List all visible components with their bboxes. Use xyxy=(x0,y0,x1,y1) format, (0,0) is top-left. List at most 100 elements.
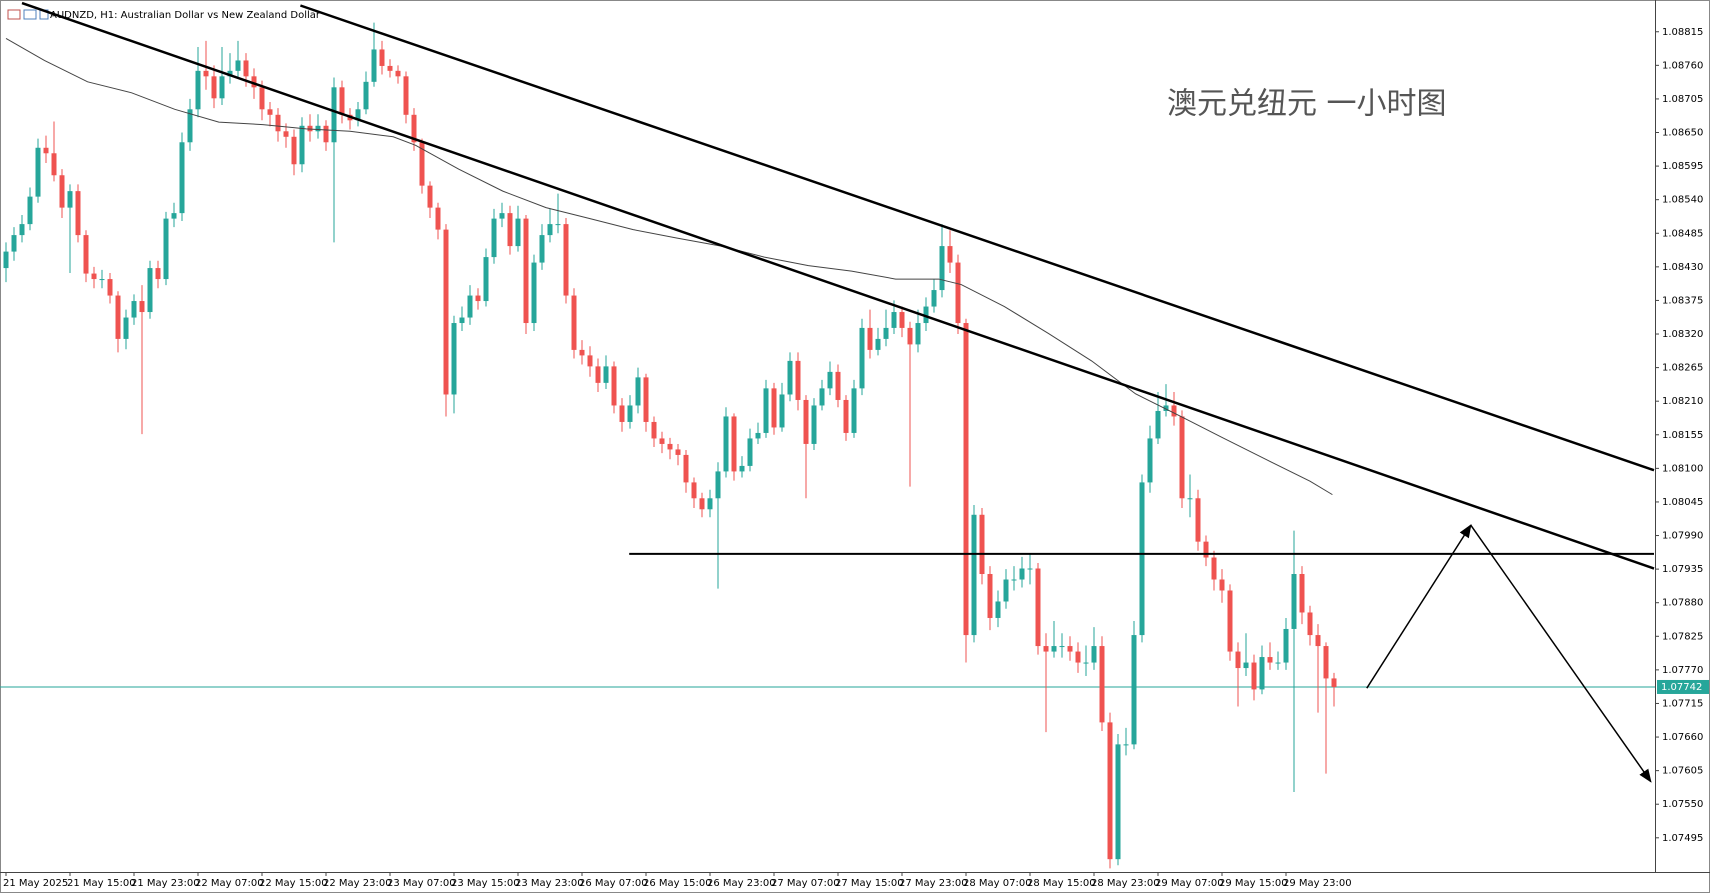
candle-body xyxy=(59,175,65,208)
candle-body xyxy=(363,81,369,110)
candle-body xyxy=(747,438,753,466)
candle-body xyxy=(739,465,745,472)
candle-body xyxy=(1099,646,1105,723)
x-tick-label: 28 May 23:00 xyxy=(1091,878,1160,889)
chart-title: AUDNZD, H1: Australian Dollar vs New Zea… xyxy=(50,10,321,21)
candle-body xyxy=(643,377,649,422)
y-tick-label: 1.08815 xyxy=(1662,27,1703,38)
y-tick-label: 1.08595 xyxy=(1662,161,1703,172)
candle-body xyxy=(803,399,809,444)
candle-body xyxy=(1235,651,1241,669)
candle-body xyxy=(619,405,625,422)
candle-body xyxy=(1059,646,1065,648)
x-tick-label: 29 May 23:00 xyxy=(1283,878,1352,889)
candle-body xyxy=(507,213,513,247)
candle-body xyxy=(851,388,857,433)
candle-body xyxy=(11,235,17,252)
y-tick-label: 1.07550 xyxy=(1662,799,1703,810)
y-tick-label: 1.08375 xyxy=(1662,295,1703,306)
candle-body xyxy=(843,399,849,433)
candle-body xyxy=(1011,579,1017,581)
y-tick-label: 1.07825 xyxy=(1662,631,1703,642)
candle-body xyxy=(563,224,569,296)
candle-body xyxy=(1155,410,1161,439)
candle-body xyxy=(283,131,289,137)
candle-body xyxy=(723,416,729,472)
candle-body xyxy=(235,60,241,71)
candle-body xyxy=(1267,657,1273,663)
candle-body xyxy=(1003,579,1009,602)
candle-body xyxy=(987,574,993,618)
candle-body xyxy=(91,273,97,280)
candle-body xyxy=(883,327,889,339)
candle-body xyxy=(163,218,169,280)
x-tick-label: 26 May 23:00 xyxy=(707,878,776,889)
candle-body xyxy=(331,87,337,143)
candle-body xyxy=(1315,635,1321,647)
candle-body xyxy=(547,224,553,236)
y-tick-label: 1.07770 xyxy=(1662,665,1703,676)
y-tick-label: 1.08430 xyxy=(1662,262,1703,273)
candle-body xyxy=(1067,646,1073,652)
candle-body xyxy=(371,49,377,82)
candle-body xyxy=(1219,579,1225,591)
candle-body xyxy=(715,471,721,499)
candle-body xyxy=(675,449,681,455)
y-tick-label: 1.08320 xyxy=(1662,329,1703,340)
candle-body xyxy=(267,109,273,115)
candle-body xyxy=(907,327,913,345)
candle-body xyxy=(1195,498,1201,542)
candle-body xyxy=(1131,635,1137,745)
candle-body xyxy=(315,125,321,132)
forecast-arrow xyxy=(1366,524,1472,689)
candle-body xyxy=(1243,662,1249,669)
candle-body xyxy=(483,257,489,302)
trendline xyxy=(21,1,1655,570)
candle-body xyxy=(819,388,825,406)
candle-body xyxy=(923,306,929,324)
candle-body xyxy=(75,191,81,236)
candle-body xyxy=(395,70,401,77)
y-tick-label: 1.08265 xyxy=(1662,363,1703,374)
candle-body xyxy=(1075,651,1081,663)
y-tick-label: 1.07605 xyxy=(1662,766,1703,777)
x-tick-label: 23 May 07:00 xyxy=(387,878,456,889)
candle-body xyxy=(379,49,385,66)
y-tick-label: 1.08045 xyxy=(1662,497,1703,508)
candle-body xyxy=(1259,657,1265,690)
candle-body xyxy=(827,371,833,389)
x-tick-label: 21 May 23:00 xyxy=(131,878,200,889)
candle-body xyxy=(555,224,561,226)
candle-body xyxy=(1275,662,1281,664)
candle-body xyxy=(523,218,529,324)
candle-body xyxy=(427,185,433,208)
candle-body xyxy=(355,109,361,121)
candle-body xyxy=(571,295,577,350)
candle-body xyxy=(43,147,49,154)
candle-body xyxy=(307,125,313,132)
candle-body xyxy=(603,366,609,383)
candle-body xyxy=(779,394,785,428)
candle-body xyxy=(243,60,249,77)
x-tick-label: 29 May 15:00 xyxy=(1219,878,1288,889)
x-tick-label: 21 May 15:00 xyxy=(67,878,136,889)
candle-body xyxy=(323,125,329,143)
candle-body xyxy=(515,218,521,247)
candle-body xyxy=(1187,498,1193,500)
candle-body xyxy=(443,229,449,395)
candle-body xyxy=(115,295,121,339)
current-price-box xyxy=(1657,679,1709,694)
candle-body xyxy=(699,498,705,510)
candle-body xyxy=(1147,438,1153,483)
candle-body xyxy=(19,224,25,236)
candle-body xyxy=(275,114,281,132)
candle-body xyxy=(403,76,409,115)
candle-body xyxy=(419,142,425,186)
candle-body xyxy=(595,366,601,383)
candle-body xyxy=(83,235,89,274)
candle-body xyxy=(963,323,969,636)
candle-body xyxy=(1331,678,1337,687)
candle-body xyxy=(939,246,945,291)
